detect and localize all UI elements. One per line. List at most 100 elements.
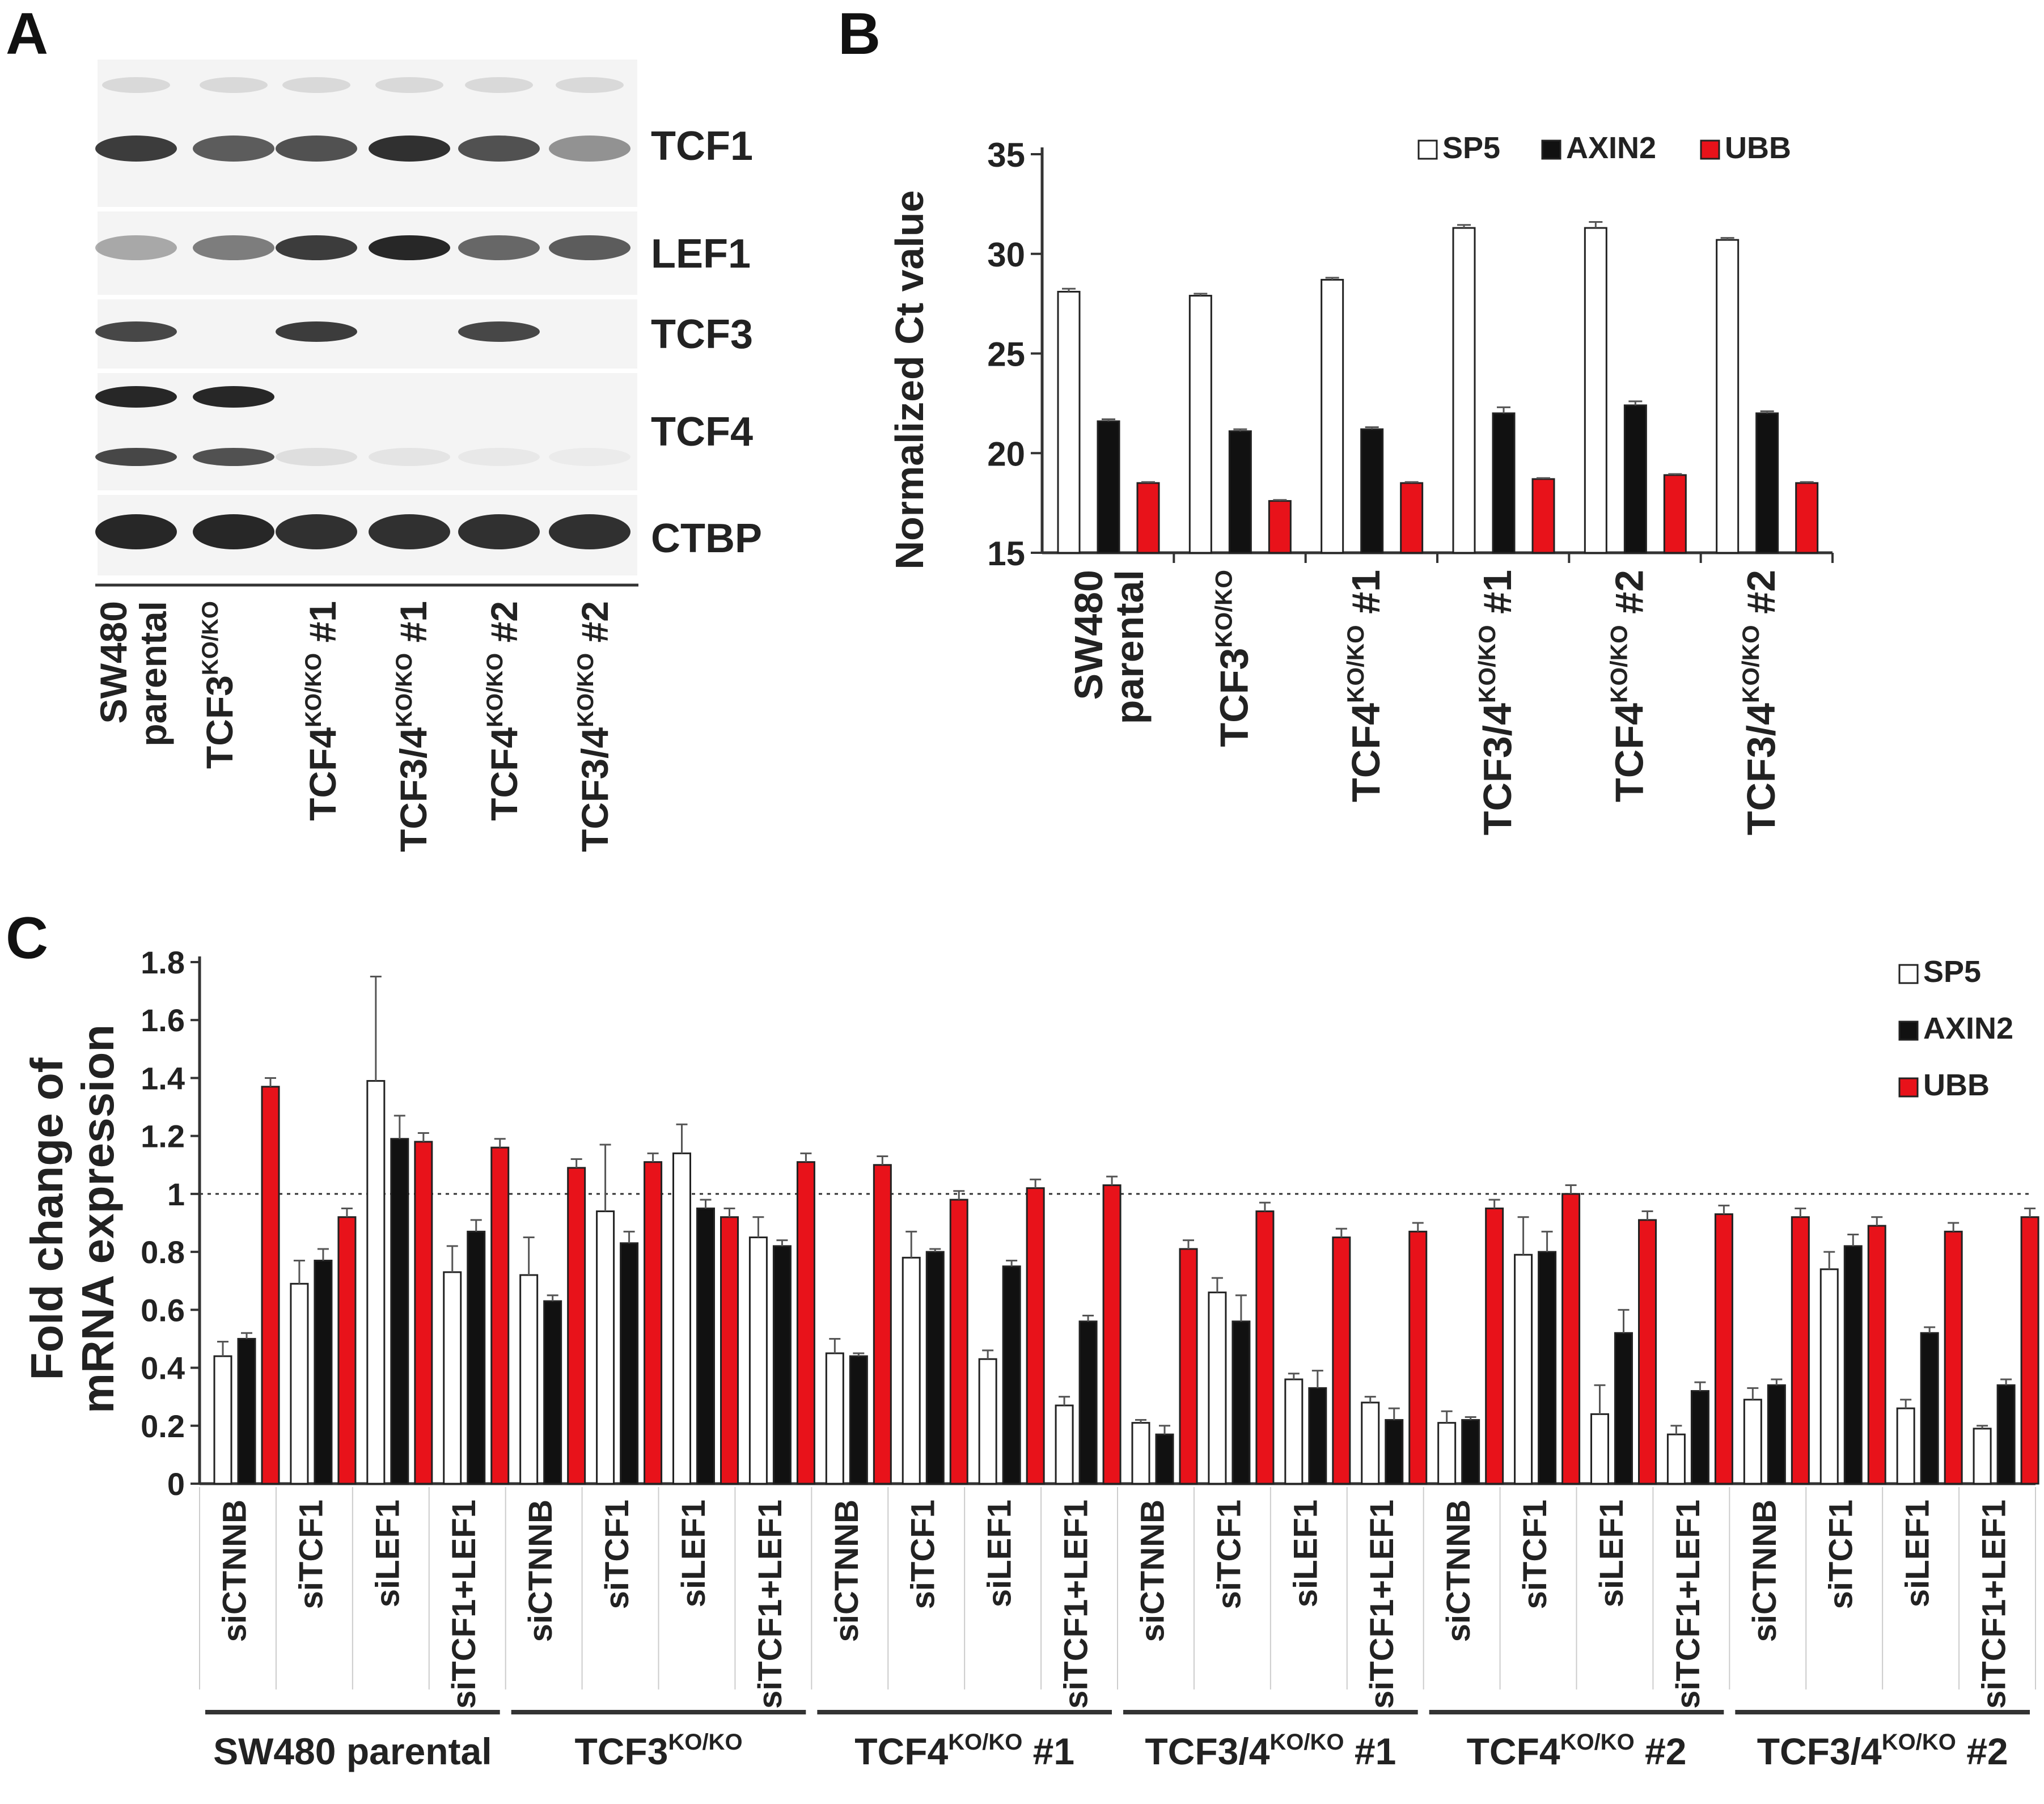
blot-band-ctbp — [549, 514, 630, 549]
blot-protein-label: TCF4 — [651, 409, 753, 455]
blot-band-faint — [102, 77, 170, 93]
blot-band-tcf4-lower — [95, 448, 177, 466]
blot-band-lef1 — [193, 235, 274, 260]
lane-label-line2: parental — [132, 601, 174, 747]
panel-c-category-label: siLEF1 — [675, 1500, 712, 1607]
panel-c-bar-sp5 — [1743, 1399, 1762, 1485]
panel-b-x-category: TCF3KO/KO — [1211, 570, 1256, 747]
panel-b-legend-swatch-sp5 — [1417, 139, 1438, 160]
label-main: TCF4 — [854, 1730, 948, 1772]
panel-b-bar-ubb — [1663, 474, 1687, 554]
panel-c-bar-ubb — [1102, 1184, 1122, 1485]
panel-c-y-axis-label-line2: mRNA expression — [73, 1024, 123, 1413]
label-suffix: #1 — [1022, 1730, 1074, 1772]
blot-protein-label: TCF3 — [651, 312, 753, 357]
panel-c-category-label: siCTNNB — [1746, 1500, 1783, 1642]
panel-c-bar-ubb — [337, 1216, 357, 1485]
panel-c-bar-sp5 — [1819, 1268, 1839, 1485]
panel-c-bar-ubb — [567, 1167, 586, 1485]
panel-b-x-category: TCF4KO/KO #2 — [1606, 570, 1652, 802]
panel-b-legend-swatch-axin2 — [1541, 139, 1561, 160]
blot-band-tcf3 — [95, 321, 177, 342]
label-superscript: KO/KO — [1342, 625, 1369, 703]
panel-c-group-label: TCF3/4KO/KO #1 — [1145, 1730, 1396, 1772]
panel-c-bar-ubb — [414, 1141, 433, 1485]
panel-b-y-tick-label: 30 — [987, 236, 1025, 274]
panel-c-group-label: TCF3/4KO/KO #2 — [1757, 1730, 2008, 1772]
label-superscript: KO/KO — [1882, 1730, 1956, 1755]
panel-b-x-category: TCF3/4KO/KO #1 — [1474, 570, 1520, 835]
lane-label-text: TCF3KO/KO — [198, 601, 240, 769]
panel-c-legend-swatch-sp5 — [1898, 964, 1919, 984]
panel-c-bar-sp5 — [213, 1355, 232, 1485]
panel-c-group-label: TCF4KO/KO #2 — [1467, 1730, 1687, 1772]
panel-c-bar-axin2 — [1690, 1390, 1709, 1485]
panel-c-bar-axin2 — [467, 1230, 486, 1485]
panel-c-bar-axin2 — [1920, 1332, 1939, 1485]
panel-c-bar-axin2 — [1232, 1320, 1251, 1485]
panel-c-bar-axin2 — [620, 1242, 639, 1485]
label-superscript: KO/KO — [573, 653, 598, 727]
panel-c-bar-ubb — [1485, 1207, 1504, 1485]
panel-c-category-label: siCTNNB — [1440, 1500, 1477, 1642]
label-suffix: #2 — [1607, 570, 1652, 625]
blot-band-ctbp — [276, 514, 357, 549]
panel-c-bar-axin2 — [1155, 1433, 1174, 1485]
panel-c-label: C — [6, 905, 48, 971]
panel-b-x-category: TCF4KO/KO #1 — [1342, 570, 1388, 802]
panel-c-legend-label: AXIN2 — [1923, 1011, 2013, 1045]
panel-b-category-text: TCF4KO/KO #1 — [1342, 570, 1388, 802]
label-main: TCF3/4 — [1475, 703, 1520, 835]
label-suffix: #1 — [302, 601, 344, 653]
blot-strip-separator — [98, 490, 637, 495]
panel-c-group-label: TCF3KO/KO — [574, 1730, 742, 1772]
panel-c-category-label: siTCF1 — [1517, 1500, 1554, 1609]
panel-b-bar-axin2 — [1228, 430, 1252, 554]
lane-label-text: TCF4KO/KO #1 — [301, 601, 344, 821]
panel-c-bar-ubb — [490, 1146, 510, 1485]
panel-b-bar-axin2 — [1097, 420, 1120, 554]
blot-band-lef1 — [276, 235, 357, 260]
blot-lane-label: TCF4KO/KO #1 — [301, 601, 344, 821]
label-superscript: KO/KO — [1560, 1730, 1635, 1755]
panel-b-bar-axin2 — [1360, 428, 1384, 554]
panel-c-bar-sp5 — [902, 1256, 921, 1485]
blot-band-tcf1 — [95, 135, 177, 162]
label-suffix: #2 — [1956, 1730, 2008, 1772]
panel-c-bar-sp5 — [1131, 1422, 1150, 1485]
label-superscript: KO/KO — [1606, 625, 1632, 703]
blot-band-tcf4-upper — [193, 386, 274, 408]
panel-c-legend-label: SP5 — [1923, 955, 1981, 989]
label-main: TCF3/4 — [574, 727, 616, 852]
label-main: TCF3/4 — [1739, 703, 1783, 835]
panel-b-legend-label: SP5 — [1442, 131, 1500, 165]
blot-band-faint — [556, 77, 624, 93]
panel-c-y-tick-label: 1.8 — [141, 945, 185, 980]
panel-c-category-label: siCTNNB — [522, 1500, 559, 1642]
panel-b-bar-sp5 — [1188, 295, 1212, 554]
panel-c-bar-sp5 — [290, 1282, 309, 1485]
panel-c-bar-ubb — [1255, 1210, 1275, 1485]
label-suffix: #2 — [1635, 1730, 1687, 1772]
panel-c-category-label: siTCF1+LEF1 — [1976, 1500, 2013, 1709]
panel-c-category-label: siTCF1+LEF1 — [1670, 1500, 1707, 1709]
panel-c-bar-sp5 — [519, 1274, 539, 1485]
panel-c-y-tick-label: 0 — [167, 1466, 185, 1502]
blot-band-tcf1 — [369, 135, 450, 162]
label-main: TCF3 — [574, 1730, 668, 1772]
panel-c-bar-axin2 — [772, 1245, 792, 1485]
panel-c-bar-ubb — [873, 1164, 892, 1485]
panel-c-bar-ubb — [1179, 1248, 1198, 1485]
panel-c-bar-sp5 — [1514, 1254, 1533, 1485]
panel-c-category-label: siCTNNB — [828, 1500, 865, 1642]
blot-lane-label: TCF3/4KO/KO #1 — [392, 601, 434, 852]
panel-c-bar-sp5 — [825, 1352, 844, 1485]
blot-band-tcf4-lower — [369, 448, 450, 466]
panel-b-category-text: TCF3/4KO/KO #2 — [1737, 570, 1783, 835]
panel-c-category-label: siLEF1 — [1287, 1500, 1324, 1607]
panel-c-bar-ubb — [1867, 1225, 1886, 1485]
panel-b-bar-axin2 — [1755, 412, 1779, 554]
